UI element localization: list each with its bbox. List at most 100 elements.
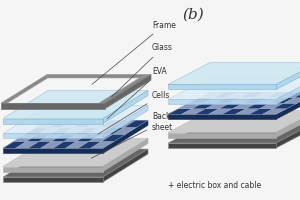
Polygon shape <box>103 105 148 138</box>
Polygon shape <box>47 75 151 78</box>
Polygon shape <box>3 118 103 123</box>
Polygon shape <box>230 98 254 103</box>
Polygon shape <box>226 92 250 98</box>
Polygon shape <box>74 120 98 127</box>
Polygon shape <box>222 109 246 114</box>
Polygon shape <box>1 103 105 109</box>
Polygon shape <box>3 120 148 148</box>
Polygon shape <box>260 103 284 109</box>
Polygon shape <box>280 92 300 98</box>
Polygon shape <box>1 75 48 103</box>
Polygon shape <box>3 138 148 166</box>
Polygon shape <box>103 138 148 171</box>
Polygon shape <box>99 120 123 127</box>
Polygon shape <box>168 110 300 132</box>
Polygon shape <box>113 127 137 134</box>
Polygon shape <box>249 109 273 114</box>
Polygon shape <box>3 133 103 138</box>
Polygon shape <box>52 134 76 141</box>
Polygon shape <box>168 132 276 138</box>
Polygon shape <box>168 77 300 99</box>
Polygon shape <box>16 141 39 148</box>
Polygon shape <box>99 75 151 103</box>
Text: Cells: Cells <box>98 90 170 134</box>
Polygon shape <box>3 166 103 171</box>
Text: Frame: Frame <box>92 21 176 84</box>
Polygon shape <box>103 120 148 153</box>
Polygon shape <box>240 92 264 98</box>
Polygon shape <box>284 98 300 103</box>
Polygon shape <box>3 148 103 153</box>
Polygon shape <box>254 92 278 98</box>
Polygon shape <box>168 99 276 104</box>
Polygon shape <box>38 127 62 134</box>
Polygon shape <box>100 127 124 134</box>
Polygon shape <box>53 141 77 148</box>
Polygon shape <box>3 105 148 133</box>
Polygon shape <box>213 92 237 98</box>
Polygon shape <box>26 127 49 134</box>
Polygon shape <box>102 134 125 141</box>
Text: Glass: Glass <box>112 44 173 97</box>
Polygon shape <box>3 149 148 177</box>
Polygon shape <box>28 141 52 148</box>
Polygon shape <box>195 109 219 114</box>
Polygon shape <box>3 177 103 182</box>
Polygon shape <box>3 141 27 148</box>
Polygon shape <box>219 103 243 109</box>
Polygon shape <box>256 98 280 103</box>
Polygon shape <box>91 141 114 148</box>
Polygon shape <box>62 120 86 127</box>
Polygon shape <box>189 98 213 103</box>
Polygon shape <box>273 103 297 109</box>
Polygon shape <box>124 120 148 127</box>
Polygon shape <box>270 98 294 103</box>
Polygon shape <box>178 103 203 109</box>
Polygon shape <box>276 77 300 104</box>
Polygon shape <box>39 134 63 141</box>
Polygon shape <box>168 109 192 114</box>
Polygon shape <box>64 134 88 141</box>
Polygon shape <box>236 109 260 114</box>
Text: EVA: EVA <box>107 68 167 119</box>
Polygon shape <box>246 103 270 109</box>
Polygon shape <box>78 141 102 148</box>
Polygon shape <box>168 84 276 89</box>
Polygon shape <box>87 120 110 127</box>
Polygon shape <box>200 92 224 98</box>
Polygon shape <box>168 62 300 84</box>
Polygon shape <box>202 98 226 103</box>
Polygon shape <box>27 134 50 141</box>
Polygon shape <box>14 134 38 141</box>
Polygon shape <box>276 110 300 138</box>
Polygon shape <box>63 127 87 134</box>
Polygon shape <box>89 134 113 141</box>
Polygon shape <box>103 149 148 182</box>
Polygon shape <box>105 75 151 109</box>
Polygon shape <box>50 127 74 134</box>
Text: Back-
sheet: Back- sheet <box>91 112 173 158</box>
Polygon shape <box>276 121 300 148</box>
Polygon shape <box>243 98 267 103</box>
Polygon shape <box>168 143 276 148</box>
Polygon shape <box>276 62 300 89</box>
Polygon shape <box>276 92 300 119</box>
Polygon shape <box>3 90 148 118</box>
Polygon shape <box>232 103 256 109</box>
Text: (b): (b) <box>182 8 204 22</box>
Polygon shape <box>168 92 300 114</box>
Polygon shape <box>192 103 216 109</box>
Polygon shape <box>216 98 240 103</box>
Polygon shape <box>168 121 300 143</box>
Polygon shape <box>267 92 291 98</box>
Polygon shape <box>77 134 100 141</box>
Polygon shape <box>168 114 276 119</box>
Polygon shape <box>182 109 206 114</box>
Polygon shape <box>103 90 148 123</box>
Polygon shape <box>40 141 64 148</box>
Polygon shape <box>262 109 286 114</box>
Polygon shape <box>49 120 73 127</box>
Polygon shape <box>65 141 89 148</box>
Text: + electric box and cable: + electric box and cable <box>168 181 262 190</box>
Polygon shape <box>206 103 230 109</box>
